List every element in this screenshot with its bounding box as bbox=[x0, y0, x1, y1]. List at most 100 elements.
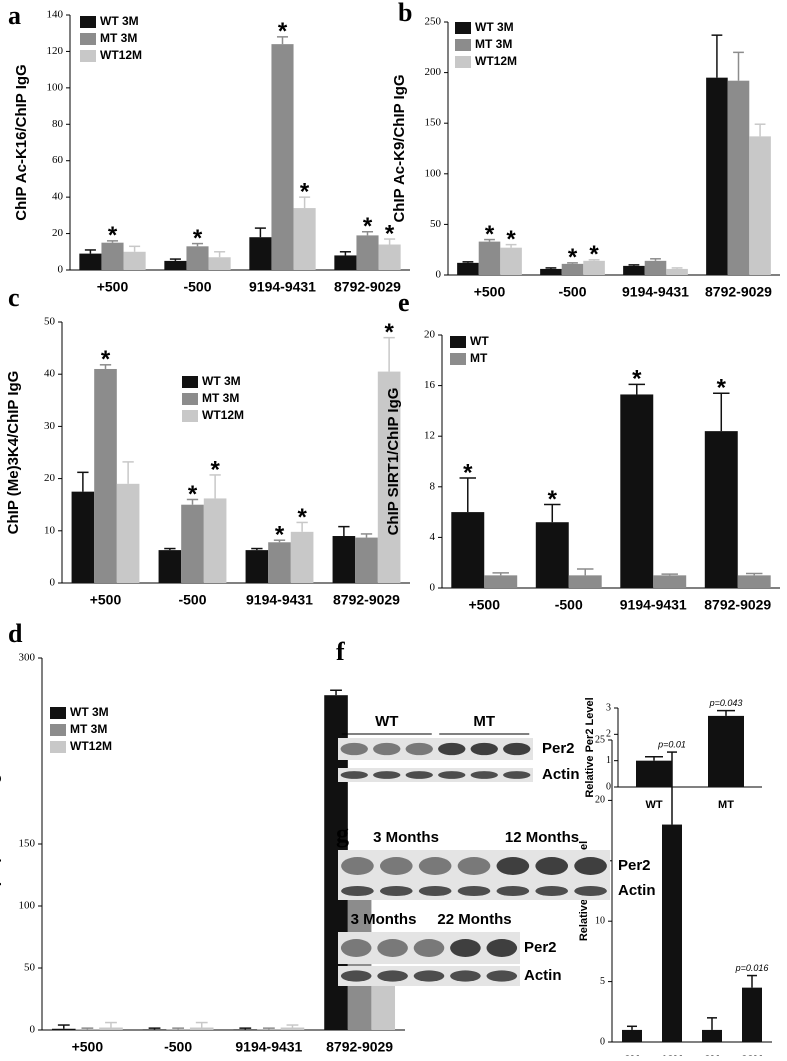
blot-band bbox=[457, 857, 491, 875]
y-tick-label: 5 bbox=[600, 976, 605, 987]
bar bbox=[186, 246, 209, 270]
y-tick-label: 20 bbox=[595, 795, 605, 806]
y-tick-label: 120 bbox=[47, 45, 64, 57]
bar-group bbox=[623, 264, 645, 275]
bar-group bbox=[203, 474, 227, 583]
significance-star: * bbox=[568, 244, 578, 271]
legend-label: WT bbox=[470, 334, 489, 348]
blot-row-label: Actin bbox=[618, 882, 656, 899]
bar bbox=[181, 504, 204, 583]
blot-band bbox=[535, 857, 569, 875]
x-tick-label: 9194-9431 bbox=[622, 284, 689, 300]
bar-group bbox=[290, 521, 314, 583]
blot-band bbox=[373, 742, 401, 756]
y-tick-label: 0 bbox=[600, 1036, 605, 1047]
bar-group bbox=[561, 262, 584, 275]
bar bbox=[249, 237, 272, 270]
bar-group bbox=[233, 1027, 258, 1030]
bar bbox=[535, 522, 569, 588]
bar bbox=[737, 575, 771, 588]
p-value: p=0.043 bbox=[709, 698, 743, 708]
x-tick-label: MT bbox=[718, 799, 734, 811]
y-axis-label: ChIP Ac-K16/ChIP IgG bbox=[13, 64, 30, 220]
y-axis-label: ChIP Ac-K9/ChIP IgG bbox=[391, 74, 408, 222]
bar bbox=[568, 575, 602, 588]
bar bbox=[268, 542, 291, 583]
bar-group bbox=[75, 1027, 100, 1030]
bar bbox=[280, 1027, 305, 1030]
blot-row-label: Per2 bbox=[524, 939, 557, 956]
bar bbox=[666, 268, 688, 275]
x-tick-label: 8792-9029 bbox=[334, 279, 401, 295]
bar bbox=[355, 537, 378, 583]
blot-row-label: Per2 bbox=[542, 740, 575, 757]
bar bbox=[356, 235, 379, 270]
y-tick-label: 10 bbox=[595, 915, 605, 926]
y-tick-label: 2 bbox=[606, 729, 611, 740]
bar bbox=[451, 512, 485, 588]
bar bbox=[377, 371, 401, 583]
bar bbox=[727, 80, 750, 275]
bar bbox=[203, 498, 227, 583]
y-tick-label: 10 bbox=[44, 524, 56, 536]
bar-group bbox=[706, 34, 728, 275]
significance-star: * bbox=[632, 366, 642, 393]
x-tick-label: +500 bbox=[468, 597, 500, 613]
significance-star: * bbox=[210, 456, 220, 483]
panel-label: d bbox=[8, 619, 23, 648]
legend-swatch bbox=[80, 50, 96, 62]
bar-group bbox=[257, 1027, 281, 1030]
legend-label: MT 3M bbox=[475, 37, 512, 51]
blot-band bbox=[486, 939, 518, 957]
bar-group bbox=[620, 383, 654, 588]
blot-band bbox=[340, 771, 368, 779]
bar-group bbox=[540, 267, 562, 275]
bar bbox=[644, 260, 667, 275]
blot-row-label: Actin bbox=[524, 967, 562, 984]
significance-star: * bbox=[384, 319, 394, 346]
significance-star: * bbox=[717, 375, 727, 402]
blot-group-label: MT bbox=[473, 713, 495, 730]
y-tick-label: 100 bbox=[47, 81, 64, 93]
blot-band bbox=[496, 857, 530, 875]
legend-label: MT 3M bbox=[100, 31, 137, 45]
significance-star: * bbox=[463, 459, 473, 486]
x-tick-label: 9194-9431 bbox=[246, 592, 313, 608]
bar-group bbox=[622, 1025, 642, 1042]
bar bbox=[293, 208, 316, 270]
bar-group bbox=[208, 251, 231, 270]
blot-band bbox=[496, 885, 530, 897]
blot-band bbox=[340, 939, 372, 957]
blot-band bbox=[405, 771, 433, 779]
bar-group bbox=[727, 51, 750, 275]
bar-group bbox=[164, 258, 187, 270]
y-tick-label: 30 bbox=[44, 420, 56, 432]
legend-label: WT12M bbox=[202, 408, 244, 422]
bar-group bbox=[280, 1024, 305, 1030]
y-tick-label: 25 bbox=[595, 734, 605, 745]
bar-group bbox=[79, 249, 102, 270]
blot-band bbox=[341, 885, 374, 897]
bar bbox=[334, 255, 357, 270]
blot-band bbox=[341, 857, 374, 875]
blot-band bbox=[457, 885, 491, 897]
y-tick-label: 100 bbox=[425, 167, 442, 179]
y-tick-label: 40 bbox=[44, 368, 56, 380]
p-value: p=0.016 bbox=[735, 963, 769, 973]
x-tick-label: -500 bbox=[555, 597, 583, 613]
blot-band bbox=[438, 742, 466, 756]
bar-group bbox=[583, 259, 605, 275]
x-tick-label: -500 bbox=[183, 279, 211, 295]
bar bbox=[271, 44, 294, 271]
bar bbox=[79, 253, 102, 270]
legend-swatch bbox=[182, 410, 198, 422]
x-tick-label: -500 bbox=[164, 1039, 192, 1055]
bar-group bbox=[644, 258, 667, 275]
bar bbox=[583, 260, 605, 275]
blot-band bbox=[450, 939, 481, 957]
x-tick-label: 9194-9431 bbox=[235, 1039, 302, 1055]
bar bbox=[561, 263, 584, 275]
bar-group bbox=[245, 547, 269, 583]
bar-group bbox=[94, 364, 117, 583]
blot-band bbox=[418, 885, 452, 897]
